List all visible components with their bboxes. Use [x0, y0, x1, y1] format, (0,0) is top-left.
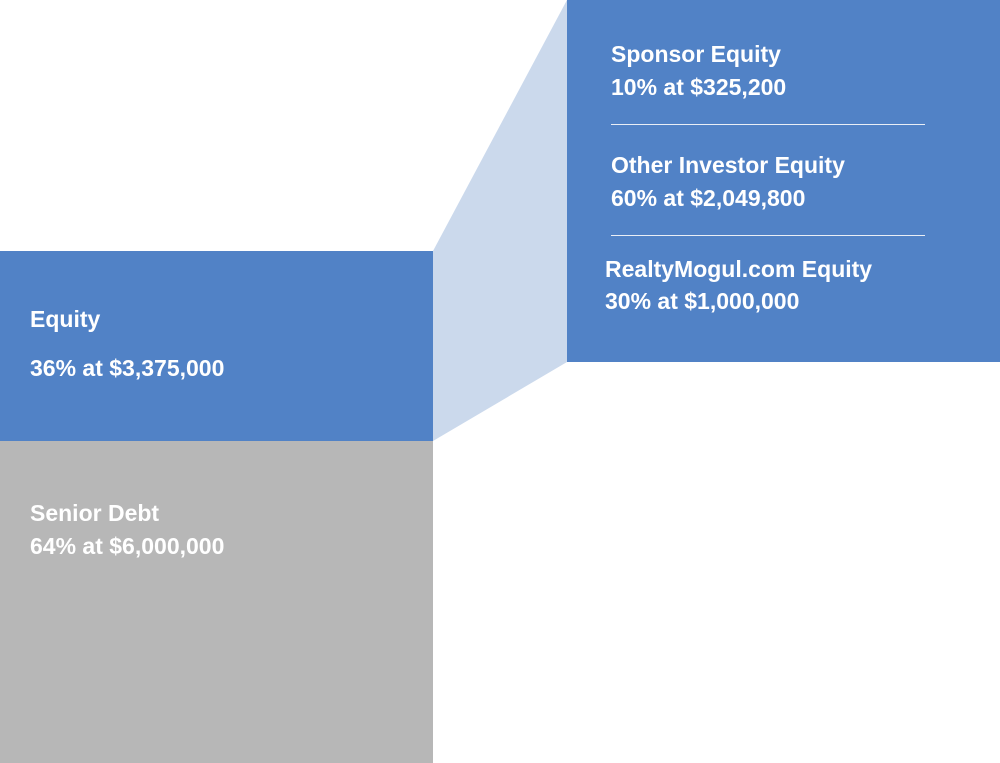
senior-debt-title: Senior Debt	[30, 500, 160, 526]
other-investor-equity-title: Other Investor Equity	[611, 152, 845, 178]
breakdown-divider	[611, 235, 925, 236]
senior-debt-block: Senior Debt 64% at $6,000,000	[0, 441, 433, 763]
equity-detail: 36% at $3,375,000	[30, 355, 225, 381]
equity-title: Equity	[30, 306, 101, 332]
sponsor-equity-detail: 10% at $325,200	[611, 74, 787, 100]
senior-debt-detail: 64% at $6,000,000	[30, 533, 225, 559]
realtymogul-equity-detail: 30% at $1,000,000	[605, 288, 800, 314]
equity-block: Equity 36% at $3,375,000	[0, 251, 433, 441]
breakdown-divider	[611, 124, 925, 125]
realtymogul-equity-title: RealtyMogul.com Equity	[605, 256, 873, 282]
other-investor-equity-detail: 60% at $2,049,800	[611, 185, 806, 211]
sponsor-equity-title: Sponsor Equity	[611, 41, 781, 67]
equity-breakdown-block: Sponsor Equity 10% at $325,200 Other Inv…	[567, 0, 1000, 362]
